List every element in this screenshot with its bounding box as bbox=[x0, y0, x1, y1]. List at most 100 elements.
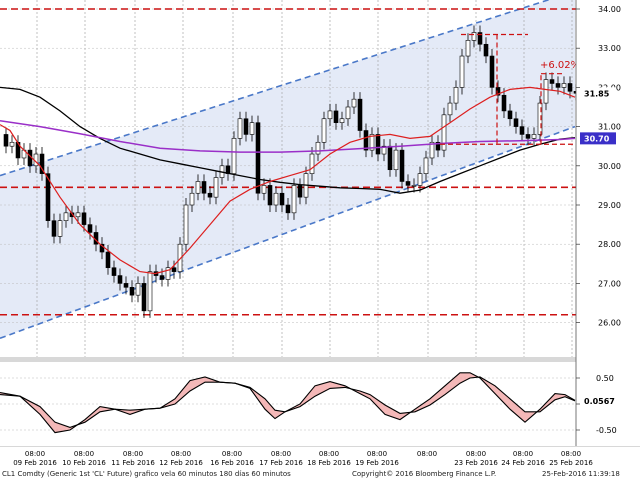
x-date-label: 18 Feb 2016 bbox=[307, 459, 351, 467]
x-time-label: 08:00 bbox=[271, 450, 291, 458]
candle-body bbox=[351, 98, 357, 108]
candle-body bbox=[483, 43, 489, 57]
candle-body bbox=[441, 114, 447, 151]
candle-body bbox=[51, 220, 57, 237]
candle-body bbox=[255, 122, 261, 194]
candle-body bbox=[381, 145, 387, 155]
candle-body bbox=[309, 153, 315, 174]
candle-body bbox=[405, 181, 411, 186]
x-date-label: 09 Feb 2016 bbox=[13, 459, 57, 467]
candle-body bbox=[273, 192, 279, 206]
y-tick-label: 28.00 bbox=[598, 240, 621, 249]
x-date-label: 23 Feb 2016 bbox=[454, 459, 498, 467]
x-time-label: 08:00 bbox=[171, 450, 191, 458]
candle-body bbox=[411, 185, 417, 187]
candle-body bbox=[9, 141, 15, 147]
channel-upper-line bbox=[0, 0, 551, 177]
candle-body bbox=[429, 141, 435, 159]
candle-body bbox=[315, 141, 321, 155]
candle-body bbox=[165, 267, 171, 280]
right-axis-bg bbox=[576, 0, 640, 446]
channel-lower-line bbox=[0, 125, 576, 340]
candle-body bbox=[561, 83, 567, 88]
candle-body bbox=[213, 177, 219, 198]
last-price-label: 31.85 bbox=[584, 89, 610, 98]
y-tick-label: 34.00 bbox=[598, 5, 621, 14]
candle-body bbox=[321, 118, 327, 143]
candle-body bbox=[339, 118, 345, 123]
x-date-label: 11 Feb 2016 bbox=[111, 459, 155, 467]
candle-body bbox=[399, 149, 405, 182]
candle-body bbox=[81, 212, 87, 225]
candle-body bbox=[177, 243, 183, 272]
candle-body bbox=[159, 275, 165, 280]
candle-body bbox=[453, 87, 459, 104]
candle-body bbox=[99, 243, 105, 253]
ma-value-label: 30.70 bbox=[584, 134, 610, 143]
candle-body bbox=[417, 173, 423, 186]
last-price-label-bg bbox=[580, 87, 616, 100]
candle-body bbox=[333, 110, 339, 123]
oscillator-line bbox=[0, 372, 576, 434]
ma-value-label-bg bbox=[580, 132, 616, 145]
candle-body bbox=[555, 83, 561, 88]
annotation-label: +6.02% bbox=[540, 60, 580, 71]
candle-body bbox=[249, 122, 255, 135]
candle-body bbox=[525, 134, 531, 139]
candle-body bbox=[519, 126, 525, 135]
candle-body bbox=[327, 110, 333, 120]
ma-red-line bbox=[0, 86, 576, 275]
candle-body bbox=[237, 118, 243, 139]
candle-body bbox=[387, 145, 393, 171]
candle-body bbox=[75, 212, 81, 218]
candle-body bbox=[477, 32, 483, 45]
candle-body bbox=[87, 224, 93, 233]
candle-body bbox=[423, 157, 429, 174]
x-time-label: 08:00 bbox=[466, 450, 486, 458]
candle-body bbox=[243, 118, 249, 135]
candle-body bbox=[375, 134, 381, 155]
candle-body bbox=[261, 185, 267, 194]
candle-body bbox=[393, 149, 399, 171]
ma-purple-line bbox=[0, 119, 576, 153]
x-time-label: 08:00 bbox=[319, 450, 339, 458]
y-tick-label: 30.00 bbox=[598, 162, 621, 171]
candle-body bbox=[471, 32, 477, 41]
panel-separator bbox=[0, 357, 640, 362]
x-time-label: 08:00 bbox=[417, 450, 437, 458]
candle-body bbox=[105, 251, 111, 269]
candle-body bbox=[45, 173, 51, 221]
candle-body bbox=[111, 267, 117, 276]
candle-body bbox=[135, 283, 141, 296]
candle-body bbox=[501, 94, 507, 112]
candle-body bbox=[543, 79, 549, 104]
candle-body bbox=[495, 87, 501, 96]
x-date-label: 19 Feb 2016 bbox=[355, 459, 399, 467]
candle-body bbox=[531, 134, 537, 139]
candle-body bbox=[63, 212, 69, 221]
x-time-label: 08:00 bbox=[25, 450, 45, 458]
candle-body bbox=[39, 153, 45, 174]
x-date-label: 17 Feb 2016 bbox=[259, 459, 303, 467]
candle-body bbox=[57, 220, 63, 237]
x-time-label: 08:00 bbox=[513, 450, 533, 458]
x-date-label: 24 Feb 2016 bbox=[501, 459, 545, 467]
osc-value-label-bg bbox=[580, 395, 616, 408]
x-time-label: 08:00 bbox=[561, 450, 581, 458]
candle-body bbox=[291, 185, 297, 214]
candle-body bbox=[447, 102, 453, 116]
candle-body bbox=[357, 98, 363, 131]
candle-body bbox=[537, 102, 543, 135]
oscillator-fill bbox=[0, 372, 575, 433]
candle-body bbox=[489, 55, 495, 88]
candle-body bbox=[567, 83, 573, 92]
footer-security: CL1 Comdty (Generic 1st 'CL' Future) gra… bbox=[2, 470, 291, 478]
candle-body bbox=[231, 138, 237, 174]
candle-body bbox=[189, 192, 195, 206]
candle-body bbox=[507, 110, 513, 120]
y-tick-label: 31.00 bbox=[598, 123, 621, 132]
candle-body bbox=[285, 204, 291, 214]
oscillator-signal-line bbox=[0, 376, 576, 428]
